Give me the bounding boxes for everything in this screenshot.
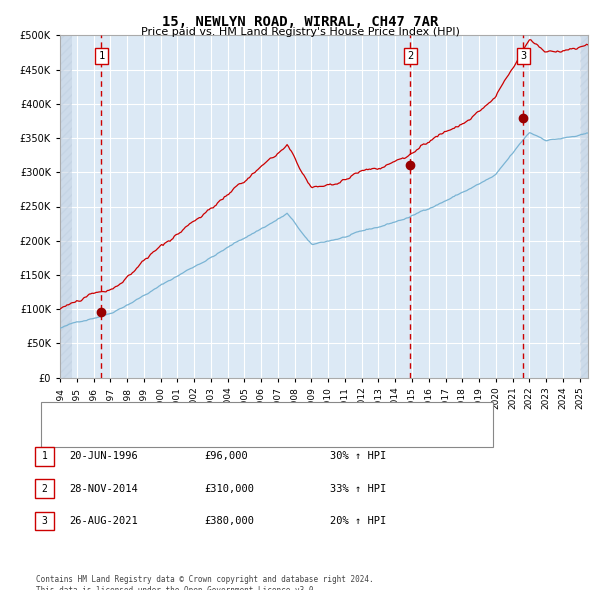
Text: 3: 3: [520, 51, 527, 61]
Text: Price paid vs. HM Land Registry's House Price Index (HPI): Price paid vs. HM Land Registry's House …: [140, 27, 460, 37]
Text: 20% ↑ HPI: 20% ↑ HPI: [330, 516, 386, 526]
Text: Contains HM Land Registry data © Crown copyright and database right 2024.
This d: Contains HM Land Registry data © Crown c…: [36, 575, 374, 590]
Text: 1: 1: [98, 51, 104, 61]
Text: 15, NEWLYN ROAD, WIRRAL, CH47 7AR (detached house): 15, NEWLYN ROAD, WIRRAL, CH47 7AR (detac…: [80, 409, 349, 419]
Text: £310,000: £310,000: [204, 484, 254, 493]
Text: 2: 2: [407, 51, 413, 61]
Text: 2: 2: [41, 484, 47, 493]
Text: 26-AUG-2021: 26-AUG-2021: [69, 516, 138, 526]
Text: 20-JUN-1996: 20-JUN-1996: [69, 451, 138, 461]
Bar: [580, 35, 588, 378]
Text: £96,000: £96,000: [204, 451, 248, 461]
Text: 3: 3: [41, 516, 47, 526]
Text: £380,000: £380,000: [204, 516, 254, 526]
Text: 1: 1: [41, 451, 47, 461]
Text: 30% ↑ HPI: 30% ↑ HPI: [330, 451, 386, 461]
Text: 33% ↑ HPI: 33% ↑ HPI: [330, 484, 386, 493]
Bar: [60, 35, 72, 378]
Text: 28-NOV-2014: 28-NOV-2014: [69, 484, 138, 493]
Text: 15, NEWLYN ROAD, WIRRAL, CH47 7AR: 15, NEWLYN ROAD, WIRRAL, CH47 7AR: [162, 15, 438, 29]
Text: HPI: Average price, detached house, Wirral: HPI: Average price, detached house, Wirr…: [80, 427, 305, 437]
